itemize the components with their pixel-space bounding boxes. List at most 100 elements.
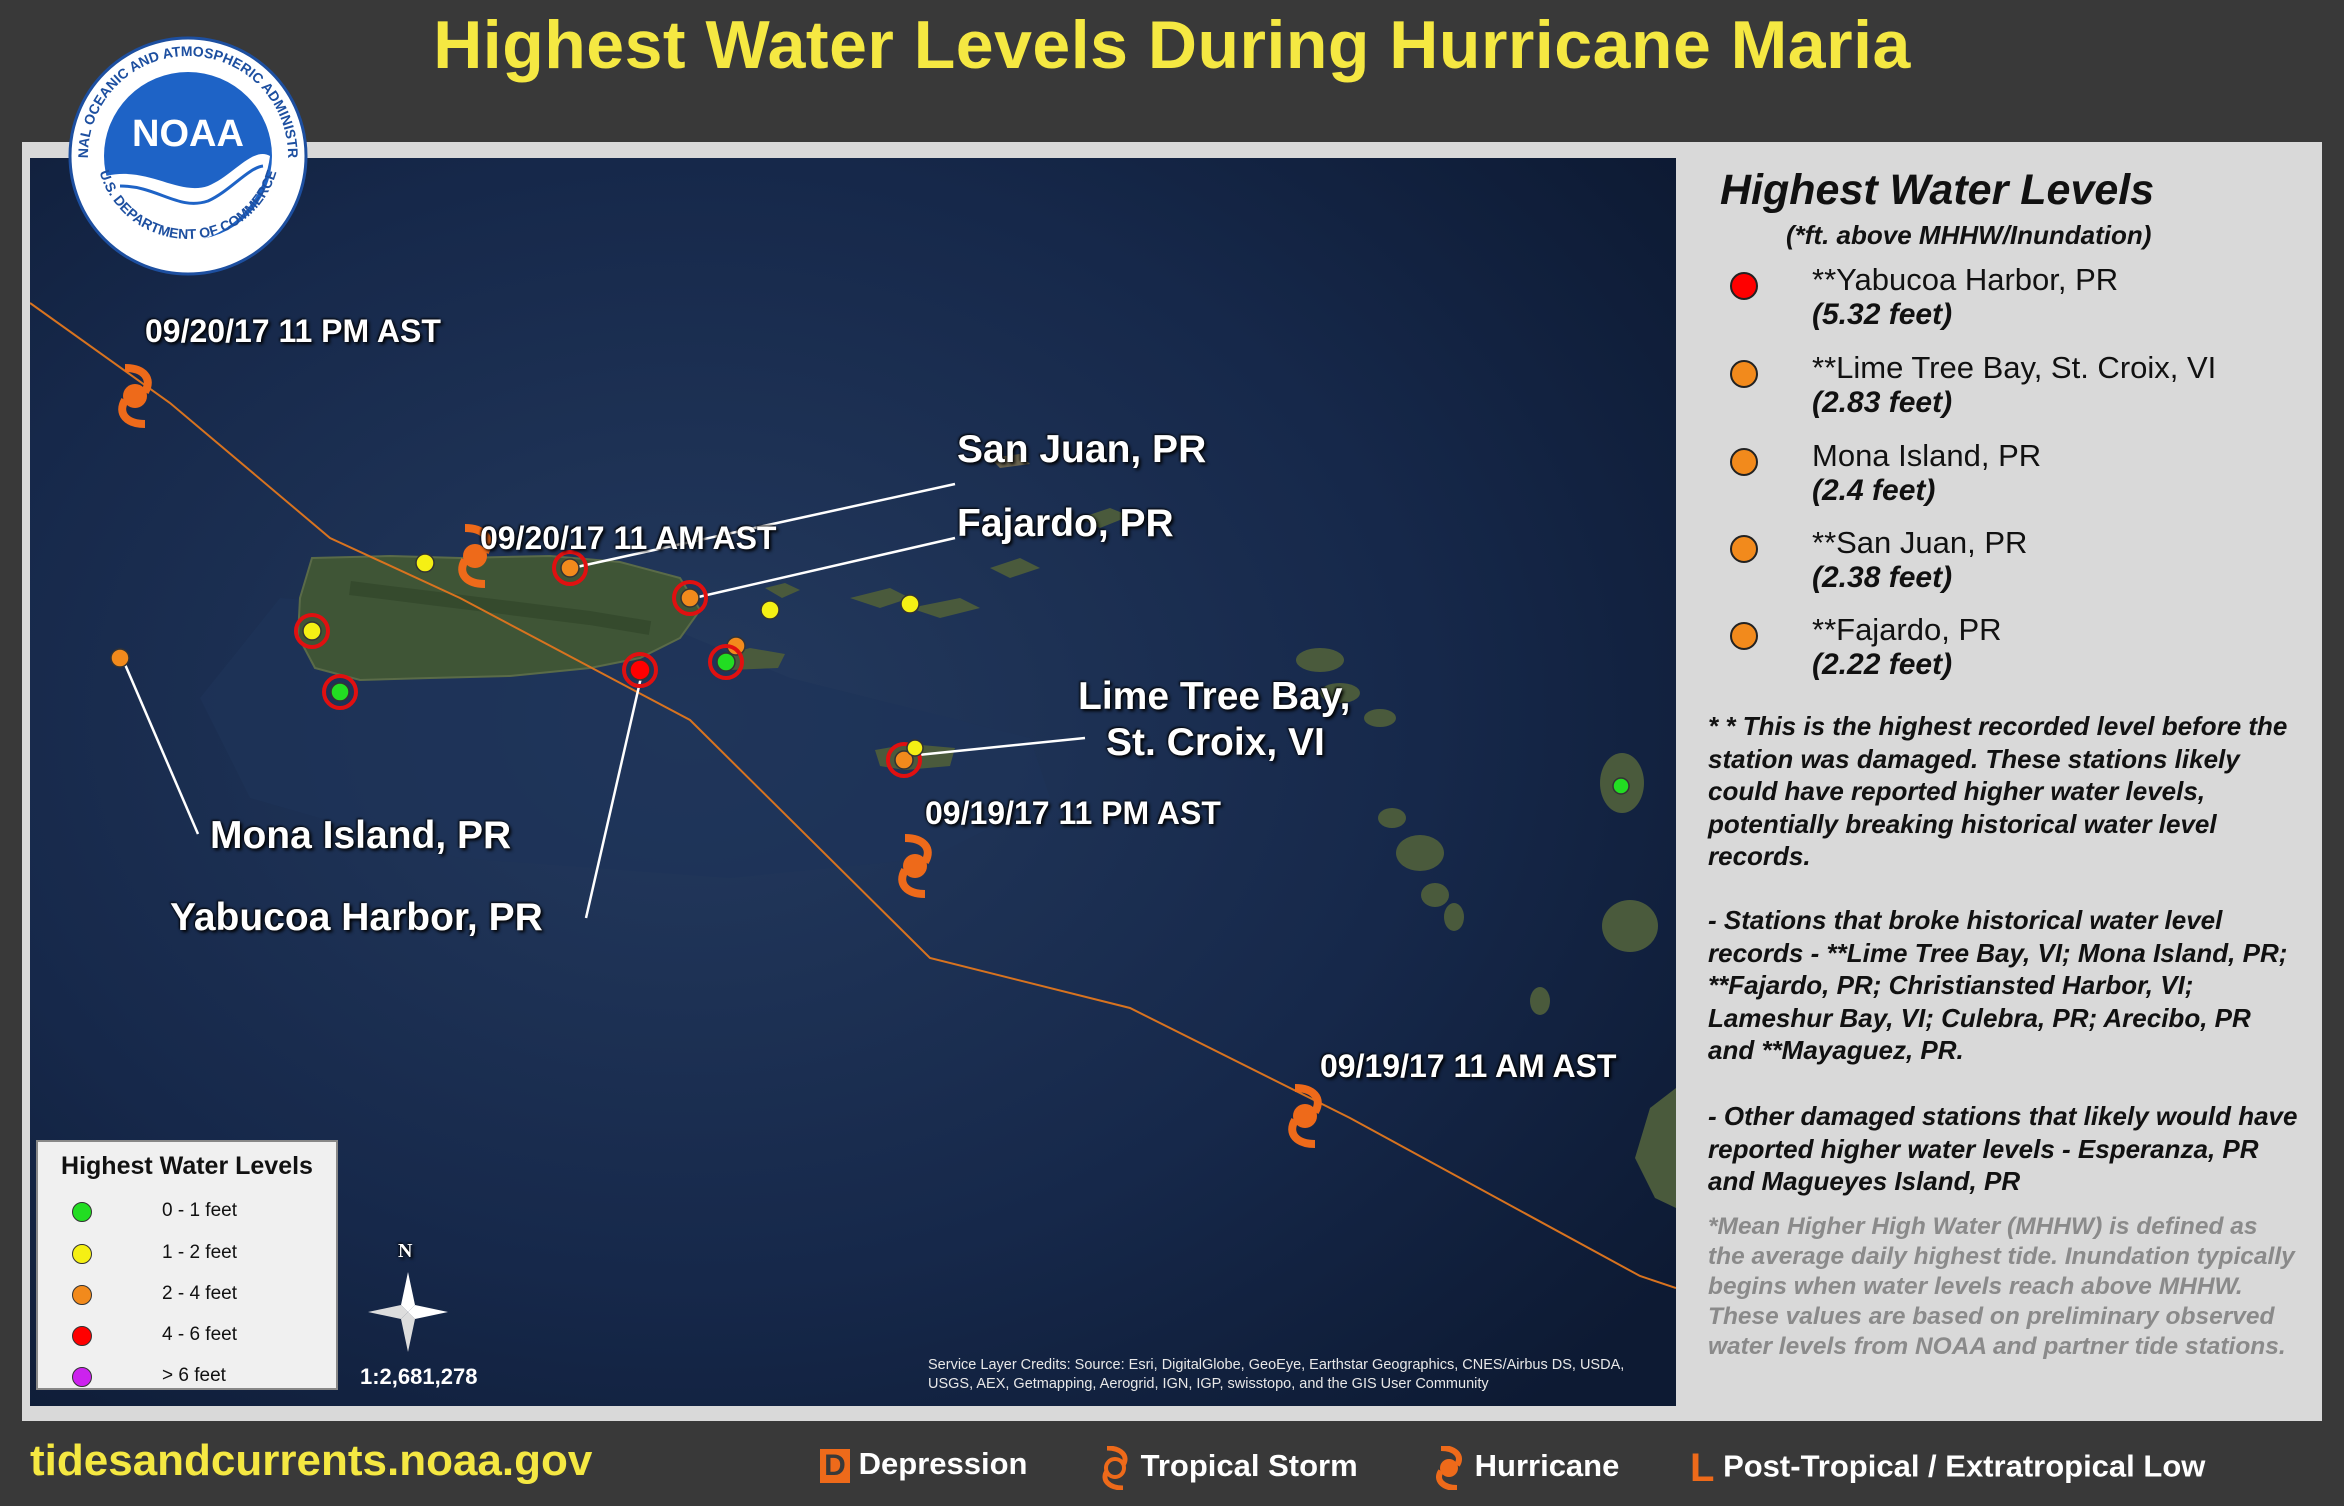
hurricane-symbol-0919-11pm[interactable] [898, 834, 932, 898]
st-eustatius-island [1444, 903, 1464, 931]
map-scale: 1:2,681,278 [360, 1364, 478, 1389]
note-mhhw-definition: *Mean Higher High Water (MHHW) is define… [1708, 1213, 2295, 1360]
station-name-3: **San Juan, PR [1812, 525, 2028, 560]
station-dot-2 [1730, 448, 1758, 476]
legend-label-2: 2 - 4 feet [162, 1283, 237, 1304]
logo-text: NOAA [132, 113, 244, 155]
station-level-0: (5.32 feet) [1812, 298, 1953, 331]
station-barbuda[interactable] [1612, 777, 1630, 795]
culebra-island [765, 583, 800, 598]
station-level-3: (2.38 feet) [1812, 561, 1953, 594]
sidebar: Highest Water Levels (*ft. above MHHW/In… [1696, 158, 2308, 1406]
noaa-logo: NATIONAL OCEANIC AND ATMOSPHERIC ADMINIS… [53, 23, 318, 276]
station-mona-island[interactable] [110, 648, 130, 668]
label-mona-island: Mona Island, PR [210, 814, 512, 857]
key-post-tropical: L Post-Tropical / Extratropical Low [1690, 1446, 2205, 1491]
legend-swatch-0 [72, 1202, 92, 1222]
station-magueyes-island[interactable] [330, 682, 350, 702]
station-yabucoa-harbor[interactable] [629, 659, 651, 681]
legend-swatch-4 [72, 1367, 92, 1387]
legend-label-4: > 6 feet [162, 1365, 226, 1386]
key-tropical-storm-label: Tropical Storm [1140, 1448, 1358, 1484]
st-barths-island [1364, 709, 1396, 727]
station-name-0: **Yabucoa Harbor, PR [1812, 262, 2119, 297]
station-esperanza-ring [708, 644, 744, 680]
key-depression-label: Depression [858, 1446, 1028, 1481]
hurricane-symbol-0920-11pm[interactable] [118, 364, 152, 428]
sombrero-island [990, 454, 1030, 468]
post-tropical-icon: L [1690, 1446, 1715, 1490]
guadeloupe-island [1635, 1088, 1676, 1208]
station-lameshur-bay[interactable] [900, 594, 920, 614]
legend-swatch-1 [72, 1244, 92, 1264]
legend-swatch-2 [72, 1285, 92, 1305]
storm-track [30, 302, 1676, 1289]
station-fajardo[interactable] [680, 588, 700, 608]
st-kitts-island [1396, 835, 1444, 871]
legend-swatch-3 [72, 1326, 92, 1346]
anegada-island [1080, 508, 1130, 528]
station-lime-tree-bay[interactable] [894, 750, 914, 770]
station-name-1: **Lime Tree Bay, St. Croix, VI [1812, 350, 2217, 385]
station-dot-1 [1730, 360, 1758, 388]
key-depression: D Depression [820, 1446, 1027, 1483]
central-mountains [349, 581, 652, 635]
track-label-0919-11am: 09/19/17 11 AM AST [1320, 1048, 1617, 1084]
hurricane-symbol-0920-11am[interactable] [458, 524, 492, 588]
station-arecibo[interactable] [415, 553, 435, 573]
legend-label-0: 0 - 1 feet [162, 1200, 237, 1221]
station-san-juan[interactable] [560, 558, 580, 578]
label-lime-tree-line2: St. Croix, VI [1106, 721, 1325, 764]
station-magueyes-ring [322, 674, 358, 710]
map-credits: Service Layer Credits: Source: Esri, Dig… [928, 1357, 1625, 1392]
key-post-tropical-label: Post-Tropical / Extratropical Low [1723, 1448, 2206, 1484]
st-thomas-island [850, 588, 910, 608]
tropical-storm-icon [1102, 1445, 1128, 1491]
north-label: N [398, 1240, 413, 1262]
satellite-map[interactable]: 09/20/17 11 PM AST 09/20/17 11 AM AST 09… [30, 158, 1676, 1406]
fajardo-leader [693, 536, 956, 600]
footer-url[interactable]: tidesandcurrents.noaa.gov [30, 1436, 593, 1485]
san-juan-leader [571, 482, 956, 570]
saba-island [1378, 808, 1406, 828]
antigua-island [1602, 900, 1658, 952]
track-label-0920-11am: 09/20/17 11 AM AST [480, 520, 777, 556]
station-markers [110, 550, 1630, 795]
tortola-island [990, 558, 1040, 578]
mona-leader [122, 661, 200, 835]
station-esperanza[interactable] [716, 652, 736, 672]
station-dot-0 [1730, 272, 1758, 300]
montserrat-island [1530, 987, 1550, 1015]
map-legend: Highest Water Levels 0 - 1 feet 1 - 2 fe… [36, 1140, 338, 1390]
station-mayaguez[interactable] [302, 621, 322, 641]
lime-tree-leader [917, 736, 1086, 757]
legend-title: Highest Water Levels [61, 1152, 313, 1180]
station-christiansted[interactable] [906, 739, 924, 757]
hurricane-symbol-0919-11am[interactable] [1288, 1084, 1322, 1148]
station-name-2: Mona Island, PR [1812, 438, 2042, 473]
key-tropical-storm: Tropical Storm [1098, 1445, 1358, 1491]
track-label-0919-11pm: 09/19/17 11 PM AST [925, 795, 1221, 831]
station-fajardo-ring [672, 580, 708, 616]
st-john-island [910, 598, 980, 618]
station-level-1: (2.83 feet) [1812, 386, 1953, 419]
sidebar-heading: Highest Water Levels [1720, 166, 2155, 214]
station-lime-tree-ring [886, 742, 922, 778]
label-lime-tree-line1: Lime Tree Bay, [1078, 675, 1351, 718]
sidebar-subheading: (*ft. above MHHW/Inundation) [1786, 220, 2152, 250]
yabucoa-leader [584, 672, 644, 919]
key-hurricane-label: Hurricane [1474, 1448, 1620, 1484]
note-other-damaged: - Other damaged stations that likely wou… [1708, 1101, 2298, 1196]
station-culebra[interactable] [760, 600, 780, 620]
anguilla-island [1296, 648, 1344, 672]
station-san-juan-ring [552, 550, 588, 586]
station-dot-3 [1730, 535, 1758, 563]
st-martin-island [1320, 683, 1360, 703]
track-label-0920-11pm: 09/20/17 11 PM AST [145, 313, 441, 349]
key-hurricane: Hurricane [1432, 1445, 1620, 1491]
station-dot-4 [1730, 622, 1758, 650]
label-yabucoa-harbor: Yabucoa Harbor, PR [170, 896, 543, 939]
nevis-island [1421, 883, 1449, 907]
station-yabucoa-ring [622, 652, 658, 688]
hurricane-icon [1436, 1445, 1462, 1491]
